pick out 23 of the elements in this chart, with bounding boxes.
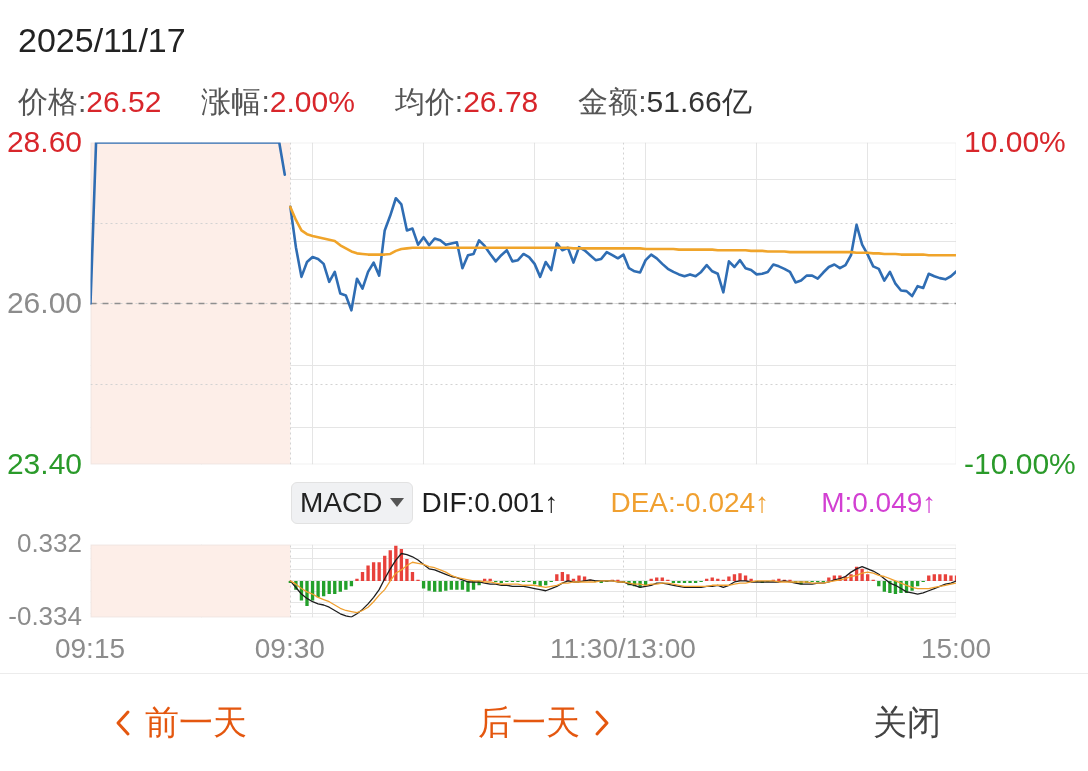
series-label: DIF:0.001↑ [421,486,559,520]
y-tick-label: 23.40 [6,446,82,482]
y-tick-label: 0.332 [16,528,82,559]
text: 金额:51.66亿 [578,85,752,118]
text: 后一天 [478,702,580,744]
x-tick-label: 11:30/13:00 [549,633,696,666]
x-tick-label: 09:15 [54,633,126,666]
x-tick-label: 15:00 [920,633,992,666]
text: 价格:26.52 [18,85,162,118]
text: DEA:-0.024↑ [610,486,770,520]
y-tick-label: 28.60 [6,124,82,160]
text: 前一天 [145,702,248,744]
text: 均价:26.78 [394,85,539,118]
text: 关闭 [872,702,941,744]
x-tick-label: 09:30 [254,633,325,666]
chart-title: MACD [291,482,414,524]
text: M:0.049↑ [821,486,937,520]
y2-tick-label: 10.00% [964,124,1066,160]
y-tick-label: 26.00 [6,285,82,321]
chart-title: 2025/11/17 [17,20,187,61]
y-tick-label: -0.334 [8,601,82,632]
text: 涨幅:2.00% [201,85,355,118]
y2-tick-label: -10.00% [964,446,1076,482]
